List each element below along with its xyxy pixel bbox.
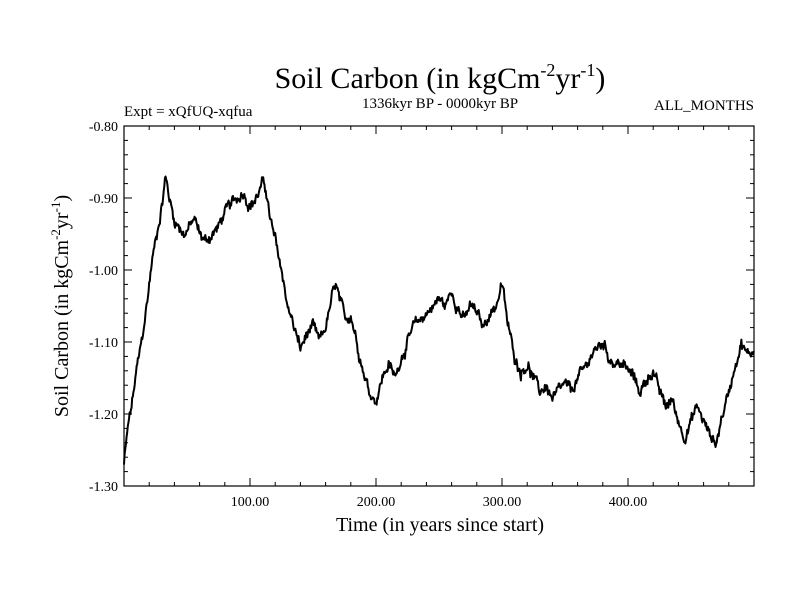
y-tick-label: -1.20 (89, 408, 118, 423)
y-axis-label: Soil Carbon (in kgCm-2yr-1) (48, 195, 73, 417)
experiment-label: Expt = xQfUQ-xqfua (124, 104, 253, 120)
plot-frame (123, 125, 755, 487)
x-tick-label: 200.00 (357, 495, 396, 510)
y-tick-label: -1.10 (89, 336, 118, 351)
x-tick-label: 400.00 (609, 495, 648, 510)
time-range-label: 1336kyr BP - 0000kyr BP (362, 96, 518, 112)
chart-title: Soil Carbon (in kgCm-2yr-1) (275, 60, 606, 95)
y-tick-label: -0.80 (89, 120, 118, 135)
x-tick-label: 300.00 (483, 495, 522, 510)
x-axis: 100.00 200.00 300.00 400.00 (148, 126, 730, 510)
series-line (123, 175, 755, 465)
plot-area: -0.80 -0.90 -1.00 -1.10 -1.20 -1.30 100.00 200… (89, 120, 755, 510)
y-axis: -0.80 -0.90 -1.00 -1.10 -1.20 -1.30 (89, 120, 754, 495)
x-tick-label: 100.00 (231, 495, 270, 510)
months-label: ALL_MONTHS (654, 98, 754, 114)
series-layer (123, 175, 755, 465)
x-axis-label: Time (in years since start) (336, 514, 544, 536)
y-tick-label: -1.00 (89, 264, 118, 279)
y-tick-label: -0.90 (89, 192, 118, 207)
y-tick-label: -1.30 (89, 480, 118, 495)
